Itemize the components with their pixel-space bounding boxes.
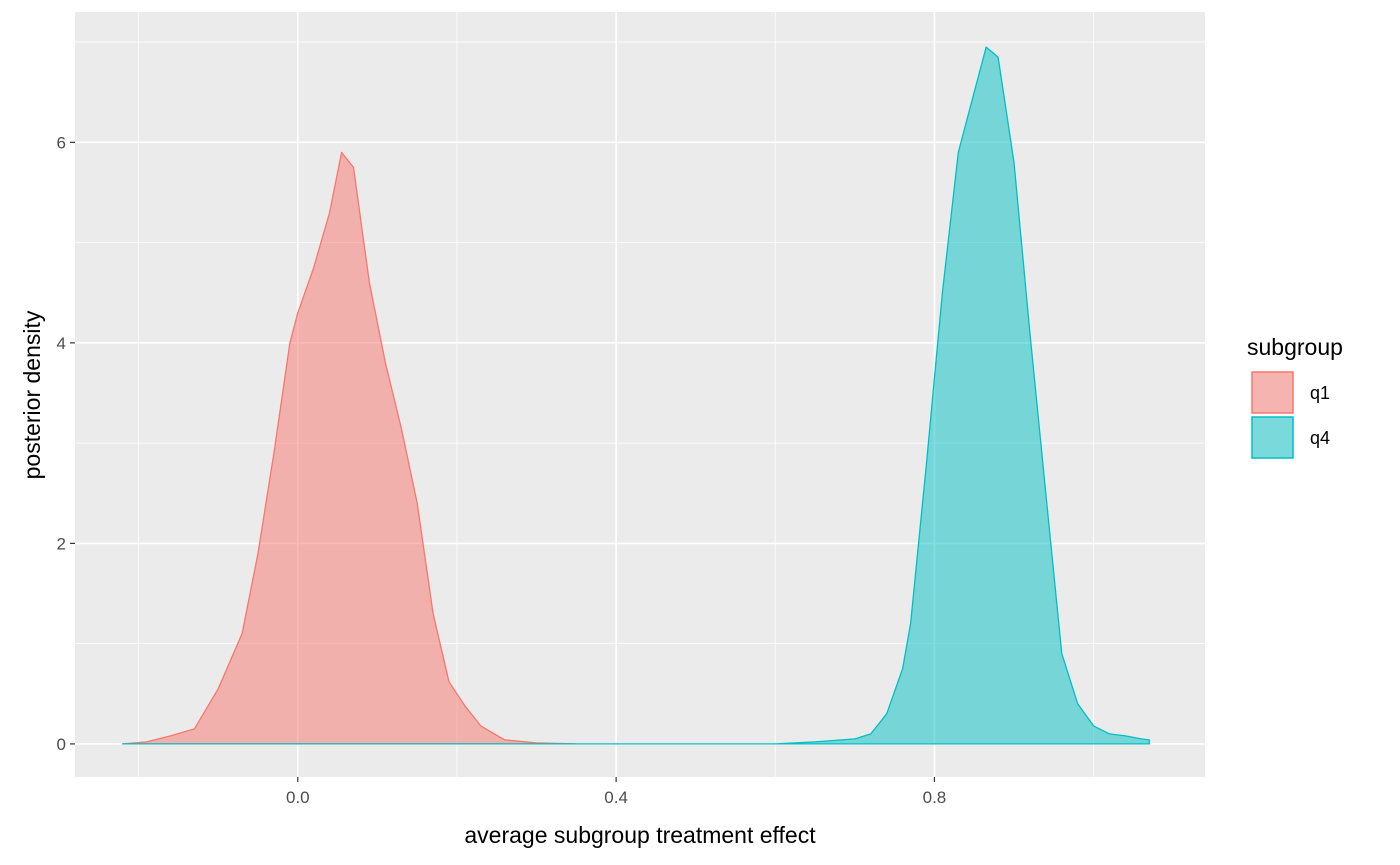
legend-label-q1: q1 [1310, 383, 1330, 403]
legend-items: q1 q4 [1251, 371, 1330, 459]
x-tick-label: 0.0 [286, 788, 310, 807]
y-tick-label: 2 [57, 534, 66, 553]
x-axis-title: average subgroup treatment effect [464, 822, 816, 848]
legend-title: subgroup [1247, 334, 1343, 360]
x-tick-label: 0.4 [604, 788, 628, 807]
legend-swatch-q1 [1251, 371, 1294, 414]
density-areas [122, 46, 1150, 745]
x-axis-ticks: 0.0 0.4 0.8 [286, 777, 946, 807]
density-area-q1 [122, 151, 577, 745]
x-tick-label: 0.8 [923, 788, 947, 807]
legend-swatch-q4 [1251, 416, 1294, 459]
legend-label-q4: q4 [1310, 428, 1330, 448]
y-tick-label: 0 [57, 735, 66, 754]
y-tick-label: 4 [57, 334, 66, 353]
density-area-q4 [122, 46, 1150, 745]
y-axis-title: posterior density [19, 310, 45, 479]
y-tick-label: 6 [57, 133, 66, 152]
y-axis-ticks: 0 2 4 6 [57, 133, 75, 754]
legend: subgroup q1 q4 [1247, 334, 1343, 459]
